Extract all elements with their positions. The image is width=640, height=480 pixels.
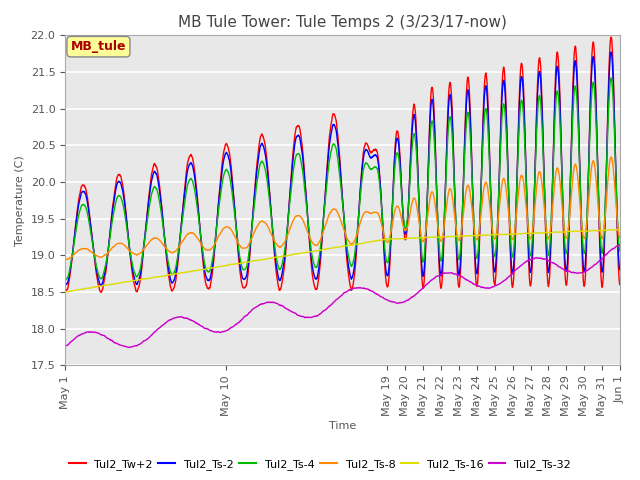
- Y-axis label: Temperature (C): Temperature (C): [15, 155, 25, 246]
- Tul2_Ts-16: [412, 235, 419, 241]
- Tul2_Ts-32: [299, 313, 307, 319]
- Tul2_Tw+2: [289, 158, 296, 164]
- Tul2_Ts-16: [616, 227, 624, 232]
- Tul2_Tw+2: [412, 108, 419, 113]
- Title: MB Tule Tower: Tule Temps 2 (3/23/17-now): MB Tule Tower: Tule Temps 2 (3/23/17-now…: [178, 15, 507, 30]
- Line: Tul2_Ts-32: Tul2_Ts-32: [65, 245, 620, 348]
- X-axis label: Time: Time: [329, 421, 356, 432]
- Tul2_Ts-32: [289, 309, 296, 315]
- Tul2_Ts-8: [132, 252, 140, 257]
- Tul2_Tw+2: [432, 155, 440, 161]
- Text: MB_tule: MB_tule: [70, 40, 126, 53]
- Tul2_Ts-2: [607, 49, 615, 55]
- Tul2_Ts-4: [311, 263, 319, 269]
- Tul2_Ts-8: [289, 220, 296, 226]
- Tul2_Tw+2: [299, 148, 307, 154]
- Tul2_Ts-2: [97, 283, 105, 288]
- Tul2_Ts-4: [607, 75, 615, 81]
- Tul2_Ts-2: [432, 158, 440, 164]
- Tul2_Ts-16: [432, 234, 440, 240]
- Tul2_Ts-16: [299, 250, 307, 256]
- Line: Tul2_Tw+2: Tul2_Tw+2: [65, 37, 620, 292]
- Tul2_Ts-4: [132, 273, 140, 278]
- Tul2_Ts-32: [61, 344, 69, 349]
- Line: Tul2_Ts-16: Tul2_Ts-16: [65, 229, 620, 292]
- Tul2_Ts-32: [432, 274, 440, 280]
- Tul2_Ts-32: [132, 343, 140, 349]
- Tul2_Ts-4: [411, 134, 419, 140]
- Tul2_Ts-8: [616, 235, 624, 240]
- Tul2_Ts-8: [311, 242, 319, 248]
- Tul2_Ts-8: [64, 257, 72, 263]
- Tul2_Ts-32: [311, 313, 319, 319]
- Legend: Tul2_Tw+2, Tul2_Ts-2, Tul2_Ts-4, Tul2_Ts-8, Tul2_Ts-16, Tul2_Ts-32: Tul2_Tw+2, Tul2_Ts-2, Tul2_Ts-4, Tul2_Ts…: [65, 455, 575, 474]
- Tul2_Tw+2: [311, 285, 319, 291]
- Tul2_Ts-8: [432, 206, 440, 212]
- Tul2_Ts-32: [616, 242, 624, 248]
- Tul2_Ts-16: [612, 227, 620, 232]
- Tul2_Ts-2: [61, 283, 69, 288]
- Tul2_Ts-32: [412, 292, 419, 298]
- Tul2_Ts-8: [61, 256, 69, 262]
- Line: Tul2_Ts-4: Tul2_Ts-4: [65, 78, 620, 280]
- Tul2_Ts-2: [289, 164, 296, 169]
- Tul2_Tw+2: [61, 288, 69, 294]
- Tul2_Ts-4: [61, 277, 69, 283]
- Line: Tul2_Ts-2: Tul2_Ts-2: [65, 52, 620, 286]
- Tul2_Ts-2: [616, 267, 624, 273]
- Tul2_Ts-2: [299, 155, 307, 161]
- Tul2_Ts-16: [64, 289, 72, 295]
- Tul2_Ts-8: [607, 154, 615, 160]
- Tul2_Ts-32: [125, 345, 132, 350]
- Tul2_Ts-4: [616, 248, 624, 254]
- Tul2_Ts-2: [412, 117, 419, 123]
- Tul2_Ts-16: [289, 252, 296, 257]
- Tul2_Ts-8: [412, 196, 419, 202]
- Tul2_Tw+2: [616, 282, 624, 288]
- Line: Tul2_Ts-8: Tul2_Ts-8: [65, 157, 620, 260]
- Tul2_Tw+2: [132, 288, 140, 293]
- Tul2_Tw+2: [607, 34, 615, 40]
- Tul2_Ts-4: [288, 178, 296, 183]
- Tul2_Ts-2: [132, 280, 140, 286]
- Tul2_Ts-16: [311, 248, 319, 254]
- Tul2_Ts-4: [299, 168, 307, 173]
- Tul2_Ts-4: [432, 163, 440, 169]
- Tul2_Ts-16: [132, 277, 140, 283]
- Tul2_Ts-16: [61, 289, 69, 295]
- Tul2_Ts-8: [299, 217, 307, 223]
- Tul2_Tw+2: [97, 289, 105, 295]
- Tul2_Ts-2: [311, 275, 319, 281]
